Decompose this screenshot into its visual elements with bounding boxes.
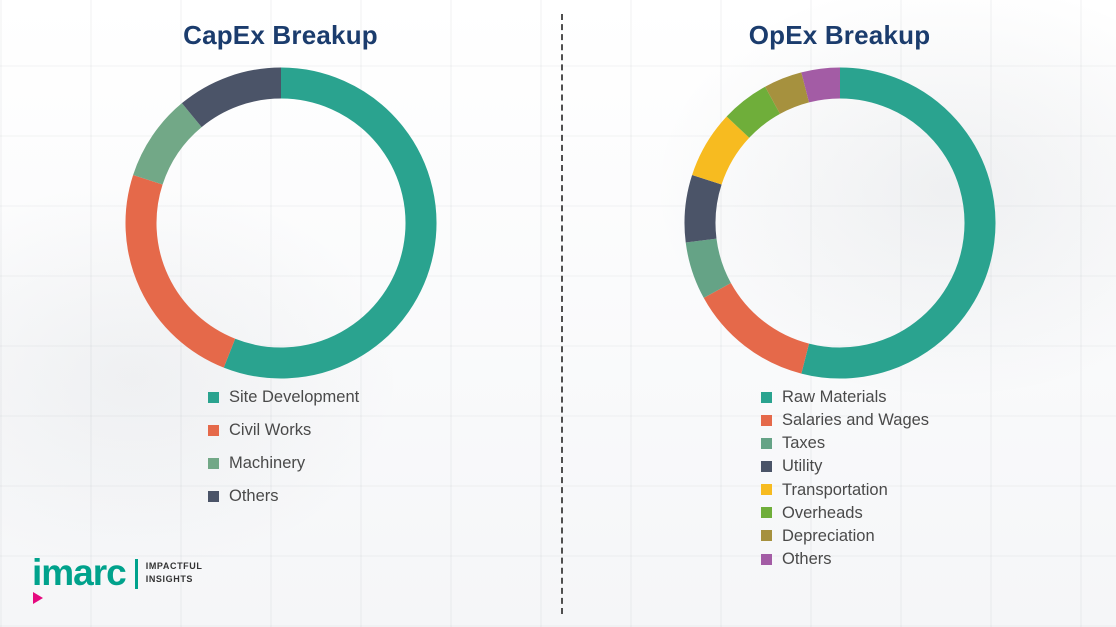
legend-item-civil-works: Civil Works <box>208 421 359 439</box>
legend-item-raw-materials: Raw Materials <box>761 388 929 406</box>
logo-tagline-line2: INSIGHTS <box>145 573 194 584</box>
legend-item-taxes: Taxes <box>761 434 929 452</box>
capex-title: CapEx Breakup <box>183 20 378 50</box>
legend-label-civil-works: Civil Works <box>229 421 312 440</box>
legend-item-site-development: Site Development <box>208 388 359 406</box>
legend-label-others: Others <box>782 549 832 568</box>
legend-swatch-civil-works <box>208 424 219 436</box>
center-dashed-divider <box>561 14 563 614</box>
capex-panel: CapEx Breakup Site Development Civil Work… <box>125 20 437 521</box>
capex-donut-chart <box>125 67 437 379</box>
legend-swatch-taxes <box>761 437 772 449</box>
logo-tagline: IMPACTFUL INSIGHTS <box>146 560 203 584</box>
logo-divider-bar <box>134 558 138 589</box>
donut-segment-taxes <box>685 238 731 298</box>
legend-item-utility: Utility <box>761 457 929 475</box>
donut-segment-raw-materials <box>800 67 995 379</box>
legend-label-depreciation: Depreciation <box>782 526 875 545</box>
legend-label-raw-materials: Raw Materials <box>782 388 887 406</box>
legend-swatch-others <box>208 490 219 502</box>
opex-panel: OpEx Breakup Raw Materials Salaries and W… <box>563 0 1116 627</box>
legend-label-utility: Utility <box>782 457 823 476</box>
opex-title: OpEx Breakup <box>748 20 931 50</box>
legend-item-machinery: Machinery <box>208 454 359 472</box>
imarc-logo: imarc IMPACTFUL INSIGHTS <box>32 554 202 604</box>
legend-swatch-transportation <box>761 484 772 496</box>
donut-segment-transportation <box>691 116 750 185</box>
legend-swatch-raw-materials <box>761 391 772 403</box>
donut-segment-machinery <box>132 103 202 185</box>
legend-item-salaries-and-wages: Salaries and Wages <box>761 411 929 429</box>
legend-item-transportation: Transportation <box>761 481 929 499</box>
donut-segment-utility <box>684 174 722 243</box>
donut-segment-others <box>181 67 281 128</box>
logo-row: imarc IMPACTFUL INSIGHTS <box>32 554 202 591</box>
donut-segment-site-development <box>223 67 436 379</box>
donut-segment-overheads <box>726 86 780 139</box>
legend-label-salaries-and-wages: Salaries and Wages <box>782 411 930 430</box>
logo-triangle-icon <box>33 592 43 604</box>
opex-legend: Raw Materials Salaries and Wages Taxes Util… <box>761 388 929 573</box>
legend-swatch-others <box>761 553 772 565</box>
opex-donut-chart <box>684 67 996 379</box>
legend-label-machinery: Machinery <box>229 454 306 473</box>
legend-label-overheads: Overheads <box>782 503 863 522</box>
donut-segment-salaries-and-wages <box>703 282 809 374</box>
legend-label-transportation: Transportation <box>782 480 888 499</box>
donut-segment-depreciation <box>764 72 809 115</box>
legend-swatch-depreciation <box>761 530 772 542</box>
legend-item-overheads: Overheads <box>761 504 929 522</box>
legend-item-others: Others <box>208 487 359 505</box>
logo-wordmark: imarc <box>32 552 127 593</box>
legend-swatch-overheads <box>761 507 772 519</box>
legend-swatch-salaries-and-wages <box>761 414 772 426</box>
legend-item-others: Others <box>761 550 929 568</box>
legend-swatch-site-development <box>208 391 219 403</box>
legend-item-depreciation: Depreciation <box>761 527 929 545</box>
legend-label-taxes: Taxes <box>782 434 826 453</box>
legend-label-others: Others <box>229 487 279 506</box>
donut-segment-others <box>800 67 840 103</box>
capex-breakup-donut-svg <box>125 67 436 379</box>
logo-tagline-line1: IMPACTFUL <box>145 561 203 572</box>
legend-label-site-development: Site Development <box>229 388 360 406</box>
donut-segment-civil-works <box>125 174 235 368</box>
legend-swatch-machinery <box>208 457 219 469</box>
capex-legend: Site Development Civil Works Machinery Othe… <box>208 388 359 521</box>
opex-breakup-donut-svg <box>684 67 995 379</box>
legend-swatch-utility <box>761 460 772 472</box>
